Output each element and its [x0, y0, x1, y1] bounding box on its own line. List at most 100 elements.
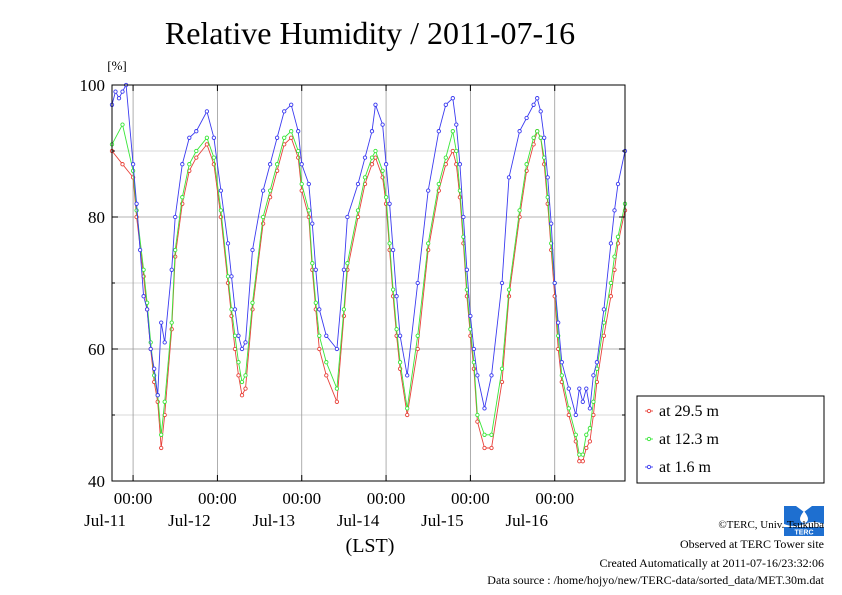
data-point [243, 386, 248, 391]
data-point [289, 102, 294, 107]
data-point [542, 155, 547, 160]
data-point [387, 201, 392, 206]
data-point [310, 261, 315, 266]
y-axis-unit: [%] [107, 58, 127, 73]
data-point [591, 373, 596, 378]
data-point [373, 102, 378, 107]
data-point [475, 412, 480, 418]
data-point [471, 346, 477, 352]
legend-marker [646, 408, 652, 414]
data-point [542, 162, 547, 167]
data-point [615, 234, 621, 239]
data-point [211, 135, 217, 140]
data-point [499, 280, 505, 286]
data-point [489, 432, 494, 437]
data-point [506, 287, 512, 292]
data-point [387, 241, 392, 246]
data-point [443, 155, 448, 160]
series-line [111, 129, 626, 462]
data-point [499, 379, 505, 385]
data-point [573, 432, 578, 437]
data-point [313, 300, 318, 305]
data-point [317, 346, 322, 352]
data-point [232, 333, 238, 338]
data-point [180, 162, 185, 167]
data-point [461, 214, 466, 220]
data-point [334, 399, 340, 404]
data-source-path: Data source : /home/hojyo/new/TERC-data/… [487, 573, 824, 587]
data-point [454, 148, 459, 154]
x-tick-time-label: 00:00 [535, 489, 574, 508]
data-point [362, 175, 368, 180]
data-point [362, 155, 368, 160]
logo-text: TERC [794, 530, 813, 537]
data-point [218, 188, 224, 193]
legend-label: at 12.3 m [659, 431, 720, 448]
data-point [591, 399, 596, 404]
x-tick-time-label: 00:00 [282, 489, 321, 508]
x-tick-date-label: Jul-15 [421, 511, 464, 530]
observed-site-note: Observed at TERC Tower site [679, 537, 824, 551]
data-point [317, 333, 322, 338]
data-point [587, 426, 593, 431]
data-point [524, 162, 529, 167]
data-point [334, 386, 340, 391]
data-point [260, 214, 266, 220]
data-point [577, 386, 582, 391]
data-point [373, 155, 378, 160]
data-point [130, 162, 136, 167]
y-tick-label: 40 [88, 472, 105, 491]
data-point [464, 267, 470, 272]
data-point [250, 300, 255, 305]
data-point [169, 327, 174, 332]
data-point [218, 208, 224, 213]
data-point [144, 307, 150, 312]
data-point [194, 129, 199, 134]
data-point [355, 181, 361, 187]
series-line [111, 83, 626, 416]
data-point [482, 432, 487, 437]
data-point [369, 129, 375, 134]
data-point [552, 280, 557, 286]
data-point [584, 445, 589, 451]
data-point [236, 333, 241, 338]
x-tick-date-label: Jul-14 [337, 511, 380, 530]
data-point [345, 261, 350, 266]
data-point [162, 399, 167, 404]
data-point [587, 406, 593, 411]
data-point [524, 115, 529, 121]
data-point [383, 195, 389, 200]
data-point [545, 175, 550, 180]
data-point [239, 393, 245, 398]
data-point [556, 320, 561, 325]
x-tick-time-label: 00:00 [198, 489, 237, 508]
data-point [566, 386, 571, 391]
data-point [169, 320, 174, 325]
data-point [482, 445, 487, 451]
x-tick-time-label: 00:00 [451, 489, 490, 508]
data-point [236, 360, 241, 365]
data-point [341, 267, 347, 272]
data-point [299, 162, 304, 167]
data-point [506, 175, 512, 180]
data-point [267, 188, 273, 193]
data-point [341, 307, 347, 312]
data-point [457, 188, 463, 193]
created-timestamp: Created Automatically at 2011-07-16/23:3… [599, 556, 824, 570]
data-point [566, 406, 571, 411]
data-point [415, 333, 420, 338]
data-point [211, 155, 217, 160]
data-point [464, 294, 470, 299]
y-tick-label: 60 [88, 340, 105, 359]
data-point [542, 135, 547, 140]
data-point [517, 129, 522, 134]
data-point [173, 214, 178, 220]
data-point [243, 340, 248, 345]
data-point [306, 208, 311, 213]
data-point [415, 280, 420, 286]
data-point [313, 267, 318, 272]
data-point [274, 162, 280, 167]
data-point [148, 340, 153, 345]
data-point [394, 327, 399, 332]
data-point [260, 188, 266, 193]
